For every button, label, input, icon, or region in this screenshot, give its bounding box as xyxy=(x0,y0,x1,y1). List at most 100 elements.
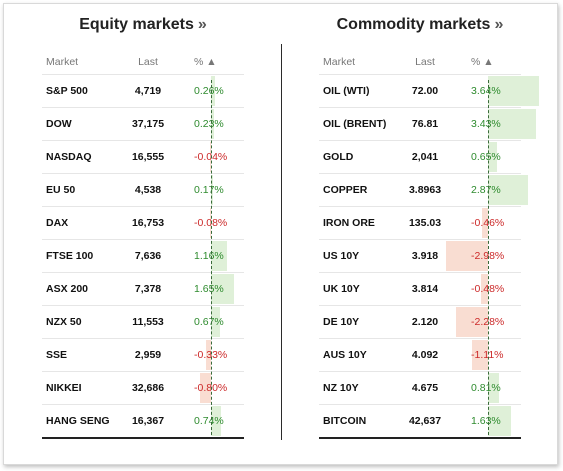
last-price: 4,538 xyxy=(134,184,162,196)
last-price: 16,555 xyxy=(131,151,165,163)
table-row[interactable]: DOW 37,175 0.23% xyxy=(42,108,244,141)
market-name[interactable]: ASX 200 xyxy=(46,283,89,295)
double-chevron-right-icon[interactable]: » xyxy=(197,16,207,33)
column-header-market[interactable]: Market xyxy=(46,56,79,68)
column-header-market[interactable]: Market xyxy=(323,56,356,68)
gain-bar xyxy=(211,175,214,205)
commodity-markets-title[interactable]: Commodity markets» xyxy=(319,12,521,38)
market-name[interactable]: OIL (BRENT) xyxy=(323,118,387,130)
gain-bar xyxy=(488,109,537,139)
gain-bar xyxy=(488,406,511,436)
table-row[interactable]: NIKKEI 32,686 -0.80% xyxy=(42,372,244,405)
table-row[interactable]: US 10Y 3.918 -2.98% xyxy=(319,240,521,273)
table-row[interactable]: OIL (BRENT) 76.81 3.43% xyxy=(319,108,537,141)
gain-bar xyxy=(488,175,529,205)
percent-change: -0.33% xyxy=(194,349,228,361)
table-row[interactable]: OIL (WTI) 72.00 3.64% xyxy=(319,75,539,108)
market-name[interactable]: DOW xyxy=(46,118,72,130)
percent-change: 0.74% xyxy=(194,415,224,427)
equity-markets-panel: Equity markets» Market Last % ▲ S&P 500 4… xyxy=(42,12,244,439)
market-name[interactable]: HANG SENG xyxy=(46,415,110,427)
table-row[interactable]: GOLD 2,041 0.65% xyxy=(319,141,521,174)
market-name[interactable]: NIKKEI xyxy=(46,382,82,394)
gain-bar xyxy=(211,76,215,106)
table-row[interactable]: S&P 500 4,719 0.26% xyxy=(42,75,244,108)
last-price: 4,719 xyxy=(134,85,162,97)
loss-bar xyxy=(199,373,211,403)
commodity-markets-title-text[interactable]: Commodity markets xyxy=(336,16,491,33)
market-name[interactable]: OIL (WTI) xyxy=(323,85,370,97)
percent-change: 1.65% xyxy=(194,283,224,295)
table-row[interactable]: UK 10Y 3.814 -0.48% xyxy=(319,273,521,306)
market-name[interactable]: BITCOIN xyxy=(323,415,367,427)
loss-bar xyxy=(481,208,488,238)
market-name[interactable]: GOLD xyxy=(323,151,354,163)
equity-markets-title[interactable]: Equity markets» xyxy=(42,12,244,38)
market-name[interactable]: COPPER xyxy=(323,184,368,196)
column-header-last[interactable]: Last xyxy=(138,56,158,68)
market-name[interactable]: DE 10Y xyxy=(323,316,360,328)
market-name[interactable]: IRON ORE xyxy=(323,217,375,229)
percent-change: -1.11% xyxy=(471,349,504,361)
column-header-last[interactable]: Last xyxy=(415,56,435,68)
market-name[interactable]: AUS 10Y xyxy=(323,349,367,361)
gain-bar xyxy=(488,76,539,106)
table-row[interactable]: NZX 50 11,553 0.67% xyxy=(42,306,244,339)
market-name[interactable]: NZX 50 xyxy=(46,316,82,328)
market-name[interactable]: US 10Y xyxy=(323,250,360,262)
table-row[interactable]: EU 50 4,538 0.17% xyxy=(42,174,244,207)
table-row[interactable]: DAX 16,753 -0.08% xyxy=(42,207,244,240)
table-row[interactable]: IRON ORE 135.03 -0.46% xyxy=(319,207,521,240)
gain-bar xyxy=(488,373,500,403)
loss-bar xyxy=(481,274,488,304)
column-header-percent[interactable]: % ▲ xyxy=(194,56,217,68)
last-price: 72.00 xyxy=(411,85,439,97)
loss-bar xyxy=(456,307,488,337)
table-row[interactable]: COPPER 3.8963 2.87% xyxy=(319,174,529,207)
market-name[interactable]: NZ 10Y xyxy=(323,382,359,394)
market-name[interactable]: FTSE 100 xyxy=(46,250,94,262)
last-price: 3.918 xyxy=(411,250,439,262)
last-price: 2.120 xyxy=(411,316,439,328)
table-row[interactable]: NZ 10Y 4.675 0.81% xyxy=(319,372,521,405)
gain-bar xyxy=(211,406,222,436)
gain-bar xyxy=(211,109,215,139)
last-price: 4.675 xyxy=(411,382,439,394)
last-price: 32,686 xyxy=(131,382,165,394)
last-price: 11,553 xyxy=(132,316,164,328)
percent-change: -0.80% xyxy=(194,382,228,394)
table-row[interactable]: DE 10Y 2.120 -2.28% xyxy=(319,306,521,339)
equity-markets-title-text[interactable]: Equity markets xyxy=(79,16,194,33)
table-header: Market Last % ▲ xyxy=(42,50,244,75)
percent-change: 0.23% xyxy=(194,118,224,130)
market-name[interactable]: UK 10Y xyxy=(323,283,360,295)
table-row[interactable]: HANG SENG 16,367 0.74% xyxy=(42,405,244,439)
table-row[interactable]: NASDAQ 16,555 -0.04% xyxy=(42,141,244,174)
percent-change: 3.64% xyxy=(471,85,501,97)
market-name[interactable]: NASDAQ xyxy=(46,151,92,163)
table-row[interactable]: SSE 2,959 -0.33% xyxy=(42,339,244,372)
percent-change: 0.17% xyxy=(194,184,224,196)
column-header-percent[interactable]: % ▲ xyxy=(471,56,494,68)
table-row[interactable]: AUS 10Y 4.092 -1.11% xyxy=(319,339,521,372)
commodity-markets-panel: Commodity markets» Market Last % ▲ OIL (… xyxy=(319,12,539,439)
percent-change: 0.65% xyxy=(471,151,501,163)
percent-change: -2.28% xyxy=(471,316,505,328)
equity-table: Market Last % ▲ S&P 500 4,719 0.26% DOW 37,1… xyxy=(42,50,244,439)
market-name[interactable]: S&P 500 xyxy=(46,85,88,97)
equity-rows: S&P 500 4,719 0.26% DOW 37,175 0.23% NASDAQ 16,… xyxy=(42,75,244,439)
table-row[interactable]: ASX 200 7,378 1.65% xyxy=(42,273,244,306)
percent-change: 1.63% xyxy=(471,415,501,427)
loss-bar xyxy=(206,340,211,370)
market-name[interactable]: SSE xyxy=(46,349,68,361)
last-price: 76.81 xyxy=(411,118,439,130)
table-row[interactable]: BITCOIN 42,637 1.63% xyxy=(319,405,521,439)
table-header: Market Last % ▲ xyxy=(319,50,521,75)
last-price: 37,175 xyxy=(131,118,165,130)
percent-change: -0.48% xyxy=(471,283,505,295)
double-chevron-right-icon[interactable]: » xyxy=(494,16,504,33)
last-price: 2,041 xyxy=(411,151,439,163)
market-name[interactable]: DAX xyxy=(46,217,69,229)
table-row[interactable]: FTSE 100 7,636 1.16% xyxy=(42,240,244,273)
market-name[interactable]: EU 50 xyxy=(46,184,76,196)
